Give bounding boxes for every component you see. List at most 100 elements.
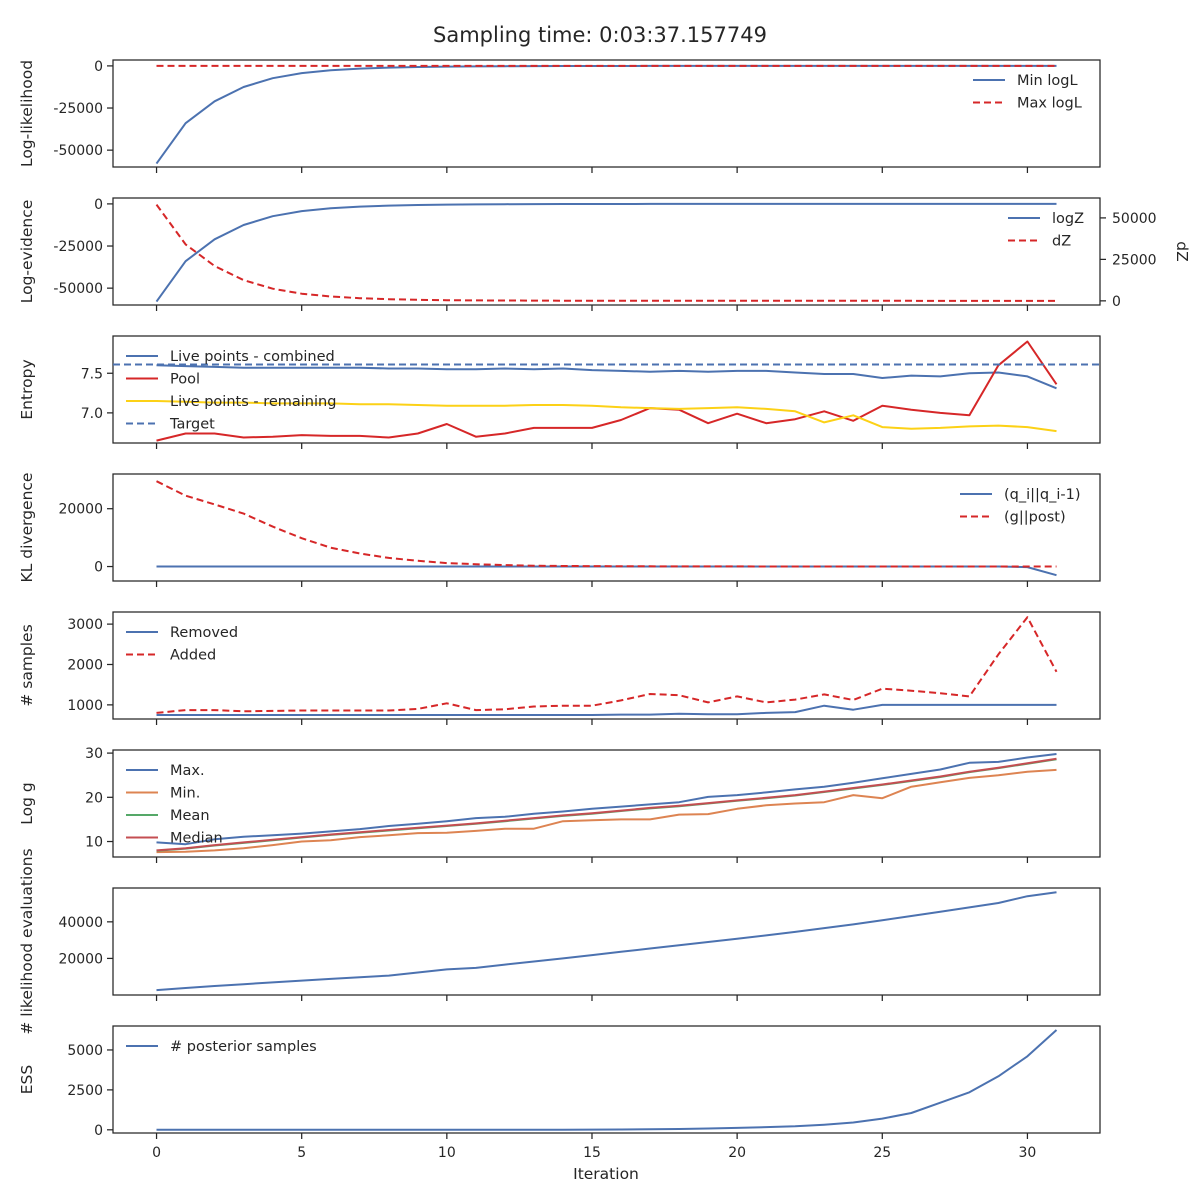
y-axis-label: KL divergence [18,473,36,583]
legend-label: Live points - remaining [170,394,336,410]
panel-6: 30 20 10 Log g Max. Min. Mean Median [18,746,1101,863]
series-line-g-post [156,480,1057,568]
y-tick-label: 0 [94,197,103,213]
legend-label: Mean [170,808,210,824]
panel-3: 7.5 7.0 Entropy Live points - combinedPoolL… [18,335,1101,449]
y-axis-label: # likelihood evaluations [18,848,36,1034]
series-group [156,480,1057,577]
y-tick-label: 3000 [67,617,103,633]
x-tick-label: 15 [583,1145,601,1161]
y-tick-label: 5000 [67,1043,103,1059]
y-tick-label: 7.5 [81,366,103,382]
panel-frame [112,611,1101,720]
series-line-posterior-samples [156,1029,1058,1131]
legend: Removed Added [126,625,238,664]
series-line-live-points-combined [156,364,1057,390]
panel-frame [112,749,1101,858]
y-tick-label: 20000 [58,951,103,967]
series-line-removed [156,703,1057,716]
series-line-min [156,768,1057,854]
legend: Max. Min. Mean Median [126,763,223,847]
panel-frame [112,335,1101,444]
panel-frame [112,887,1101,996]
y-tick-label: 30 [85,746,103,762]
panel-2: 0 -25000 -50000 0 25000 50000 dZ Log-evidence lo… [18,197,1191,311]
y-tick-label: 10 [85,835,103,851]
y-tick-label: 20000 [58,502,103,518]
x-tick-label: 25 [873,1145,891,1161]
panel-4: 20000 0 KL divergence (q_i||q_i-1) (g||post) [18,473,1101,587]
legend: Live points - combined Pool Live points - … [126,349,336,433]
series-line-max [156,753,1057,846]
legend-label: # posterior samples [170,1039,317,1055]
y-tick-label: 20 [85,790,103,806]
panel-7: 40000 20000 # likelihood evaluations [18,848,1101,1035]
y-tick-label: 7.0 [81,406,103,422]
y2-tick-label: 25000 [1112,252,1157,268]
legend-label: Pool [170,372,200,388]
y-axis-label: Log-likelihood [18,60,36,167]
x-tick-label: 20 [728,1145,746,1161]
y-tick-label: 2500 [67,1083,103,1099]
legend-label: Min. [170,786,200,802]
series-group [156,753,1057,854]
x-tick-label: 30 [1019,1145,1037,1161]
y2-axis-label: dZ [1173,241,1191,261]
y-axis-label: Entropy [18,359,36,419]
series-line-dz [155,204,1057,302]
legend-label: (g||post) [1004,510,1066,526]
panel-frame [112,197,1101,306]
y-axis-label: Log-evidence [18,200,36,304]
series-group [156,891,1057,992]
legend: Min logL Max logL [973,73,1082,112]
series-group [156,616,1058,716]
x-tick-label: 0 [152,1145,161,1161]
legend-label: (q_i||q_i-1) [1004,487,1081,503]
legend-label: logZ [1052,211,1084,227]
y-tick-label: -50000 [53,281,103,297]
x-axis-label: Iteration [573,1165,639,1183]
y2-tick-label: 0 [1112,294,1121,310]
series-group [155,202,1057,303]
panel-frame [112,59,1101,168]
x-tick-label: 5 [297,1145,306,1161]
series-line-added [156,616,1058,714]
legend: logZ dZ [1008,211,1084,250]
legend-label: Min logL [1017,73,1078,89]
series-line-logz [155,202,1057,303]
y-tick-label: -50000 [53,143,103,159]
series-group [113,340,1100,442]
y-axis-label: ESS [18,1065,36,1094]
series-line-live-points-remaining [156,400,1057,433]
y-axis-label: Log g [18,782,36,824]
y-tick-label: 2000 [67,657,103,673]
panel-5: 3000 2000 1000 # samples Removed Added [18,611,1101,725]
panels: 0 -25000 -50000 Log-likelihood Min logL Max l… [18,59,1191,1161]
series-group [155,64,1057,165]
legend-label: dZ [1052,234,1071,250]
legend: # posterior samples [126,1039,317,1055]
legend-label: Added [170,648,216,664]
y-tick-label: 40000 [58,915,103,931]
y-tick-label: 1000 [67,698,103,714]
y-tick-label: 0 [94,560,103,576]
panel-frame [112,473,1101,582]
series-line-pool [156,340,1058,442]
y-tick-label: -25000 [53,239,103,255]
series-line-likelihood-evaluations [156,891,1057,992]
legend-label: Removed [170,625,238,641]
legend-label: Max logL [1017,96,1082,112]
series-line-median [156,757,1057,852]
x-tick-label: 10 [438,1145,456,1161]
legend-label: Median [170,831,223,847]
y-tick-label: 0 [94,1123,103,1139]
y-tick-label: 0 [94,59,103,75]
panel-frame [112,1025,1101,1134]
panel-8: 5000 2500 0 0 5 10 15 20 25 30 ESS # posterior samp… [18,1025,1101,1161]
legend-label: Max. [170,763,205,779]
legend: (q_i||q_i-1) (g||post) [960,487,1081,526]
panel-1: 0 -25000 -50000 Log-likelihood Min logL Max l… [18,59,1101,173]
y2-tick-label: 50000 [1112,211,1157,227]
